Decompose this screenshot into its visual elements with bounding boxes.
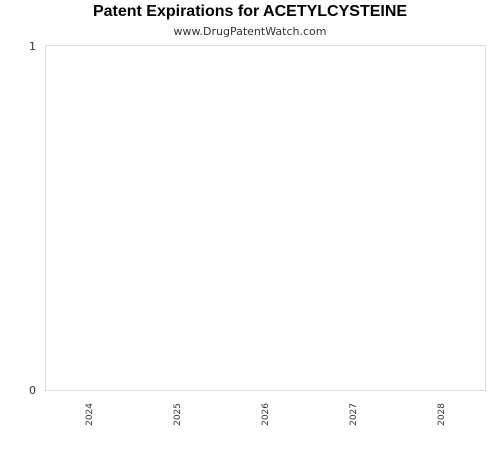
chart-subtitle: www.DrugPatentWatch.com [173,25,327,38]
x-tick-label: 2027 [349,403,359,426]
y-tick-label-min: 0 [29,384,36,397]
y-tick-label-max: 1 [29,40,36,53]
x-axis-ticks: 2024 2025 2026 2027 2028 [85,403,447,426]
chart-title: Patent Expirations for ACETYLCYSTEINE [92,3,408,20]
x-tick-label: 2025 [173,403,183,426]
x-tick-label: 2024 [85,403,95,426]
plot-area [45,45,486,391]
x-tick-label: 2028 [437,403,447,426]
x-tick-label: 2026 [261,403,271,426]
